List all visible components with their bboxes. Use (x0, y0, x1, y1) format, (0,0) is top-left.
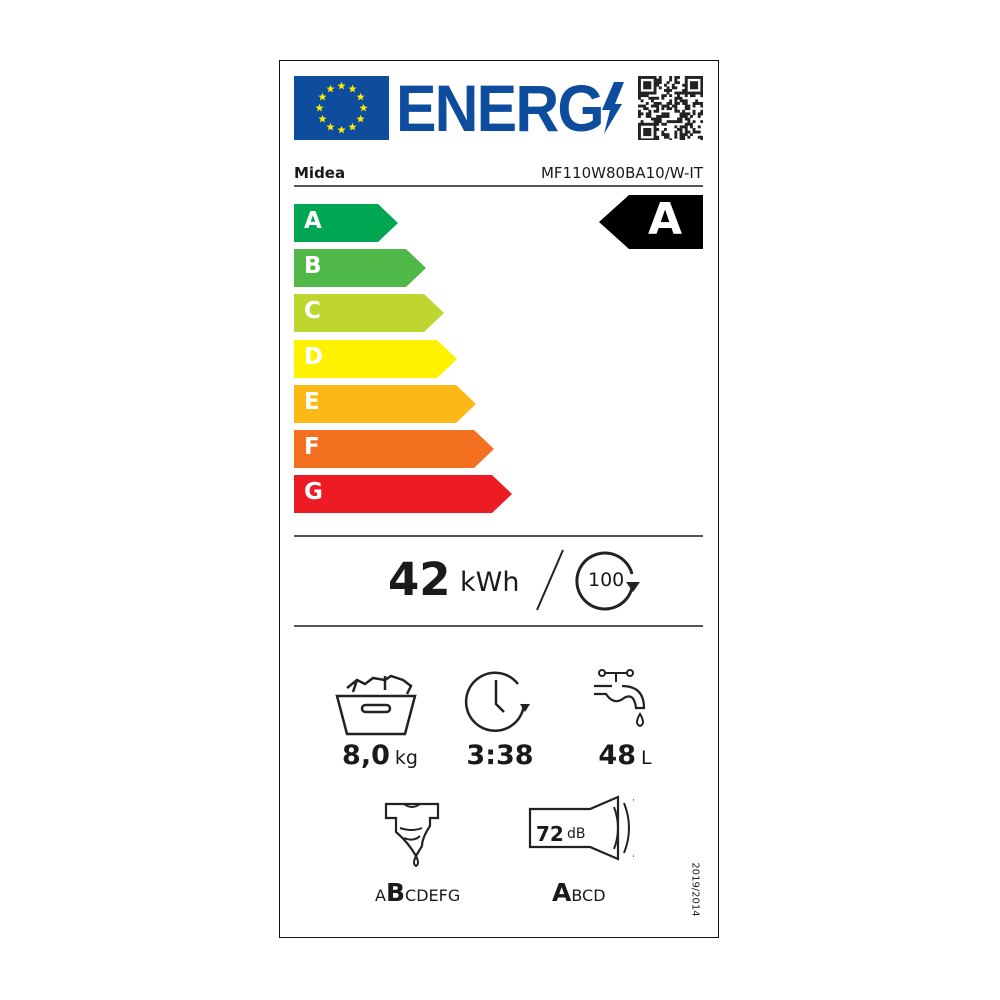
water-tap-icon (594, 669, 646, 728)
qr-code-icon[interactable] (638, 76, 703, 140)
water-number: 48 (598, 740, 636, 771)
star-icon (356, 114, 365, 123)
cycle-count: 100 (588, 569, 625, 591)
scale-arrow-f: F (294, 430, 494, 468)
scale-arrow-d: D (294, 339, 457, 378)
spin-drying-shirt-icon (384, 802, 440, 868)
star-icon (326, 84, 335, 93)
energy-title: ENERG (396, 71, 605, 145)
speaker-noise-icon (528, 795, 634, 861)
scale-letter: B (304, 253, 322, 280)
scale-arrow-e: E (294, 384, 476, 423)
clock-icon (464, 671, 530, 732)
star-icon (315, 103, 324, 112)
scale-letter: G (304, 479, 323, 506)
lightning-icon (602, 82, 624, 134)
noise-class-post: BCD (571, 886, 606, 905)
energy-label (279, 60, 719, 938)
capacity-value: 8,0 kg (330, 740, 430, 771)
rating-letter: A (648, 194, 683, 245)
star-icon (359, 103, 368, 112)
star-icon (318, 92, 327, 101)
regulation-number: 2019/2014 (689, 862, 701, 917)
scale-letter: A (304, 208, 322, 234)
energy-value: 42 (388, 553, 451, 606)
scale-letter: D (304, 343, 324, 370)
star-icon (356, 92, 365, 101)
spin-class-post: CDEFG (405, 886, 461, 905)
capacity-unit: kg (394, 747, 418, 769)
cycle-icon (575, 551, 640, 611)
scale-letter: E (304, 388, 320, 415)
scale-arrow-c: C (294, 294, 444, 333)
rating-arrow (599, 195, 703, 249)
star-icon (318, 114, 327, 123)
water-value: 48 L (575, 740, 675, 771)
star-icon (326, 122, 335, 131)
duration-value: 3:38 (466, 740, 534, 771)
model-identifier: MF110W80BA10/W-IT (540, 164, 703, 182)
star-icon (348, 84, 357, 93)
slash-divider (536, 549, 564, 611)
energy-unit: kWh (460, 567, 520, 598)
star-icon (337, 125, 346, 134)
supplier-name: Midea (294, 164, 346, 182)
laundry-basket-icon (335, 674, 417, 736)
scale-letter: F (304, 434, 320, 460)
star-icon (337, 81, 346, 90)
star-icon (348, 122, 357, 131)
spin-class-selected: B (385, 878, 406, 907)
scale-arrow-g: G (294, 475, 512, 514)
spin-class-pre: A (375, 886, 386, 905)
noise-unit: dB (567, 826, 586, 842)
water-unit: L (640, 747, 652, 769)
scale-letter: C (304, 298, 321, 325)
noise-value: 72 (536, 822, 564, 846)
scale-arrow-b: B (294, 249, 426, 288)
capacity-number: 8,0 (342, 740, 390, 771)
noise-class-scale: ABCD (552, 878, 606, 907)
eu-flag (294, 76, 389, 140)
noise-class-selected: A (552, 878, 572, 907)
spin-class-scale: ABCDEFG (375, 878, 460, 907)
scale-arrow-a: A (294, 204, 398, 242)
